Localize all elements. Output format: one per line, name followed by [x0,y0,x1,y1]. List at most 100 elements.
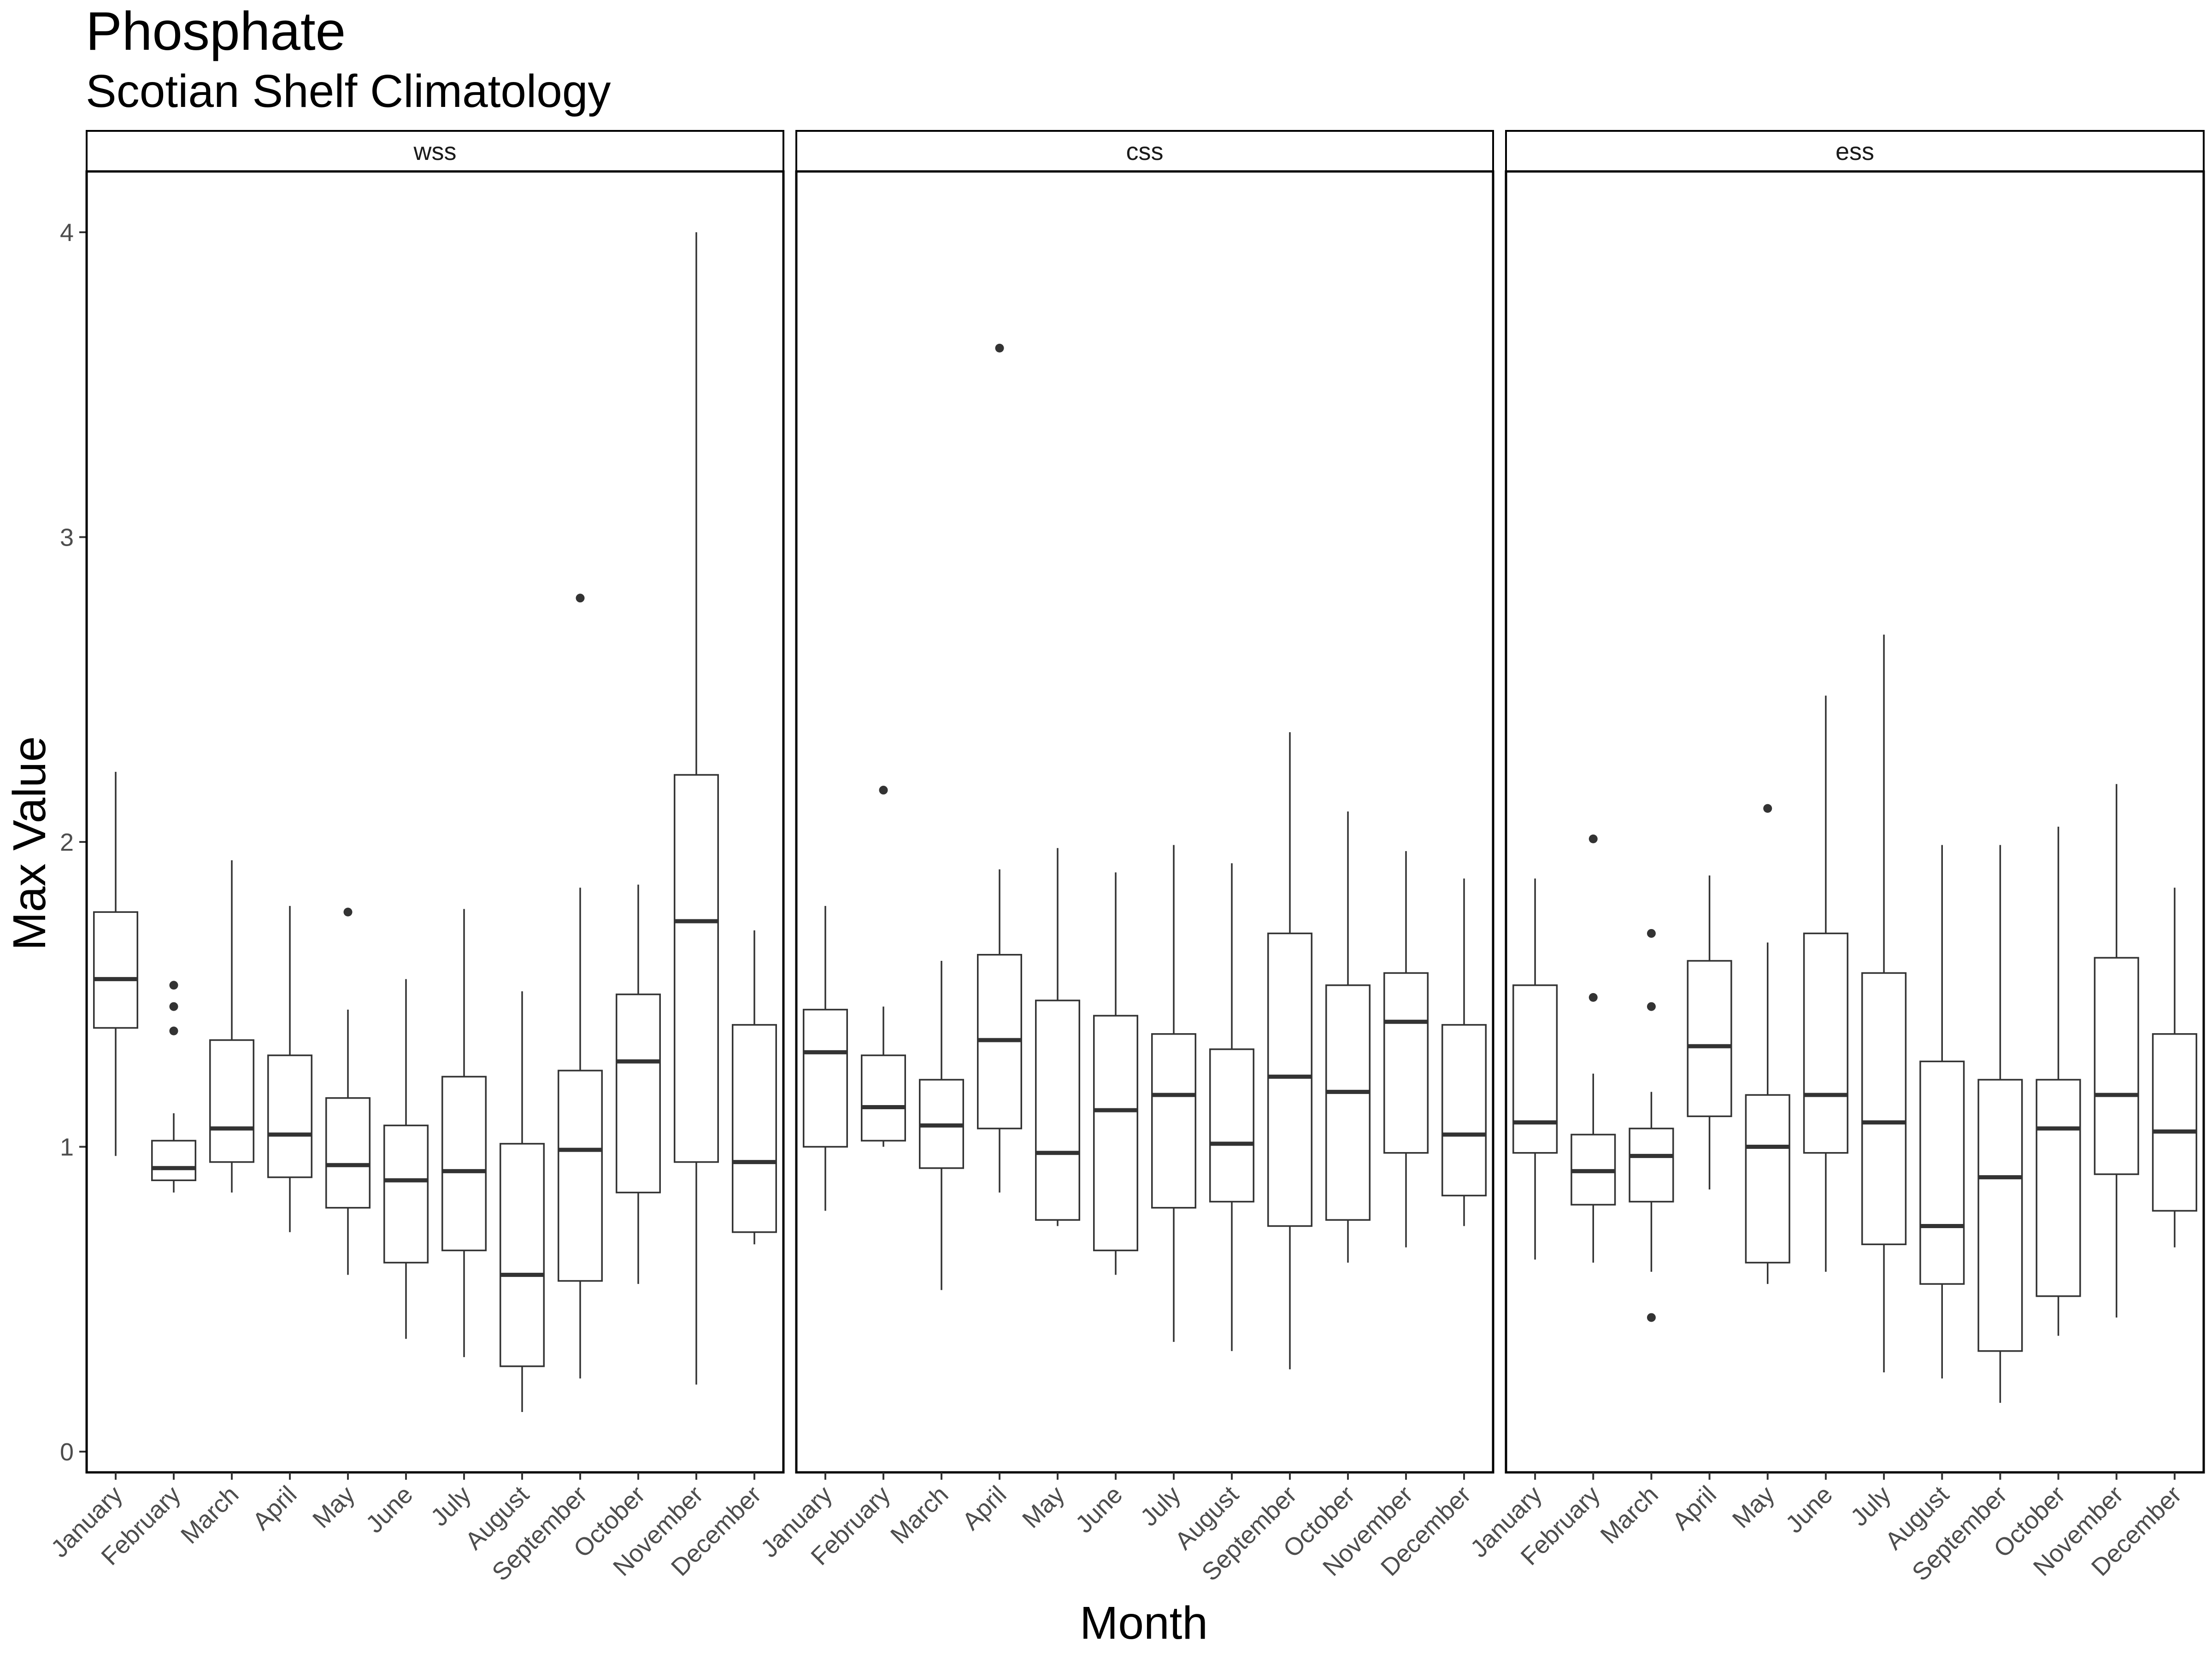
facet-strip [86,130,784,172]
box-ess-february [1571,834,1616,1263]
y-tick-label: 2 [60,829,74,856]
box-body [151,1140,196,1182]
box-body [1093,1015,1138,1252]
facet-strip-label: css [1126,138,1164,165]
box-wss-april [267,906,312,1232]
outlier-point [1647,1002,1656,1011]
box-body [1629,1128,1674,1203]
box-ess-october [2036,826,2081,1336]
box-body [325,1097,371,1209]
outlier-point [879,786,888,795]
facet-strip [1505,130,2205,172]
box-body [1919,1060,1965,1285]
box-css-may [1035,848,1080,1226]
box-body [616,994,661,1194]
box-ess-december [2152,888,2197,1247]
box-css-november [1383,851,1429,1247]
box-body [500,1143,545,1367]
box-wss-february [151,981,196,1193]
box-wss-august [500,991,545,1412]
box-css-july [1151,845,1196,1342]
box-body [861,1054,906,1142]
box-wss-july [441,909,487,1357]
box-ess-august [1919,845,1965,1379]
box-body [1512,984,1558,1154]
box-ess-may [1745,804,1790,1284]
box-body [441,1076,487,1252]
outlier-point [995,343,1004,353]
box-body [1803,932,1848,1154]
box-body [1745,1094,1790,1264]
box-wss-june [383,979,429,1339]
box-ess-june [1803,695,1848,1272]
box-css-december [1441,878,1487,1226]
box-body [558,1070,603,1282]
box-body [1267,932,1312,1227]
outlier-point [576,594,585,603]
y-axis-title: Max Value [4,736,55,950]
panel-border [795,170,1494,1474]
box-wss-december [732,930,777,1245]
box-body [2036,1079,2081,1297]
box-css-february [861,786,906,1147]
panel-border [85,170,785,1474]
y-tick-label: 3 [60,524,74,552]
box-body [267,1054,312,1178]
box-ess-july [1861,635,1907,1373]
box-ess-november [2094,784,2139,1318]
box-wss-march [209,860,254,1193]
box-body [383,1124,429,1264]
outlier-point [343,907,353,917]
box-ess-september [1977,845,2023,1403]
box-body [732,1024,777,1233]
box-css-june [1093,872,1138,1275]
box-body [1977,1079,2023,1352]
outlier-point [169,981,178,990]
y-tick-label: 4 [60,219,74,247]
box-css-march [919,960,964,1290]
box-body [1325,984,1371,1221]
box-body [93,911,138,1029]
chart-title: Phosphate [86,1,346,62]
box-body [2152,1033,2197,1212]
box-css-august [1209,863,1254,1351]
outlier-point [1763,804,1772,813]
box-ess-march [1629,929,1674,1322]
facet-strip [795,130,1494,172]
box-body [1035,1000,1080,1221]
box-body [1687,960,1732,1118]
box-wss-october [616,884,661,1284]
box-body [674,774,719,1163]
chart-subtitle: Scotian Shelf Climatology [86,65,611,117]
box-wss-september [558,594,603,1379]
box-wss-november [674,232,719,1385]
y-tick-label: 1 [60,1134,74,1161]
outlier-point [1647,929,1656,938]
outlier-point [169,1026,178,1035]
box-css-september [1267,732,1312,1370]
box-body [1209,1048,1254,1203]
outlier-point [1588,993,1598,1002]
outlier-point [1647,1313,1656,1322]
box-css-january [803,906,848,1211]
box-body [1861,972,1907,1245]
facet-strip-label: wss [413,138,457,165]
box-body [1383,972,1429,1154]
box-css-april [977,343,1022,1193]
x-axis-title: Month [1080,1597,1208,1649]
box-body [209,1039,254,1163]
box-ess-january [1512,878,1558,1260]
outlier-point [1588,834,1598,843]
box-ess-april [1687,875,1732,1190]
box-body [1441,1024,1487,1197]
box-body [2094,957,2139,1175]
box-wss-january [93,771,138,1156]
outlier-point [169,1002,178,1011]
box-body [803,1009,848,1148]
facet-strip-label: ess [1835,138,1874,165]
y-tick-label: 0 [60,1438,74,1466]
box-css-october [1325,811,1371,1263]
